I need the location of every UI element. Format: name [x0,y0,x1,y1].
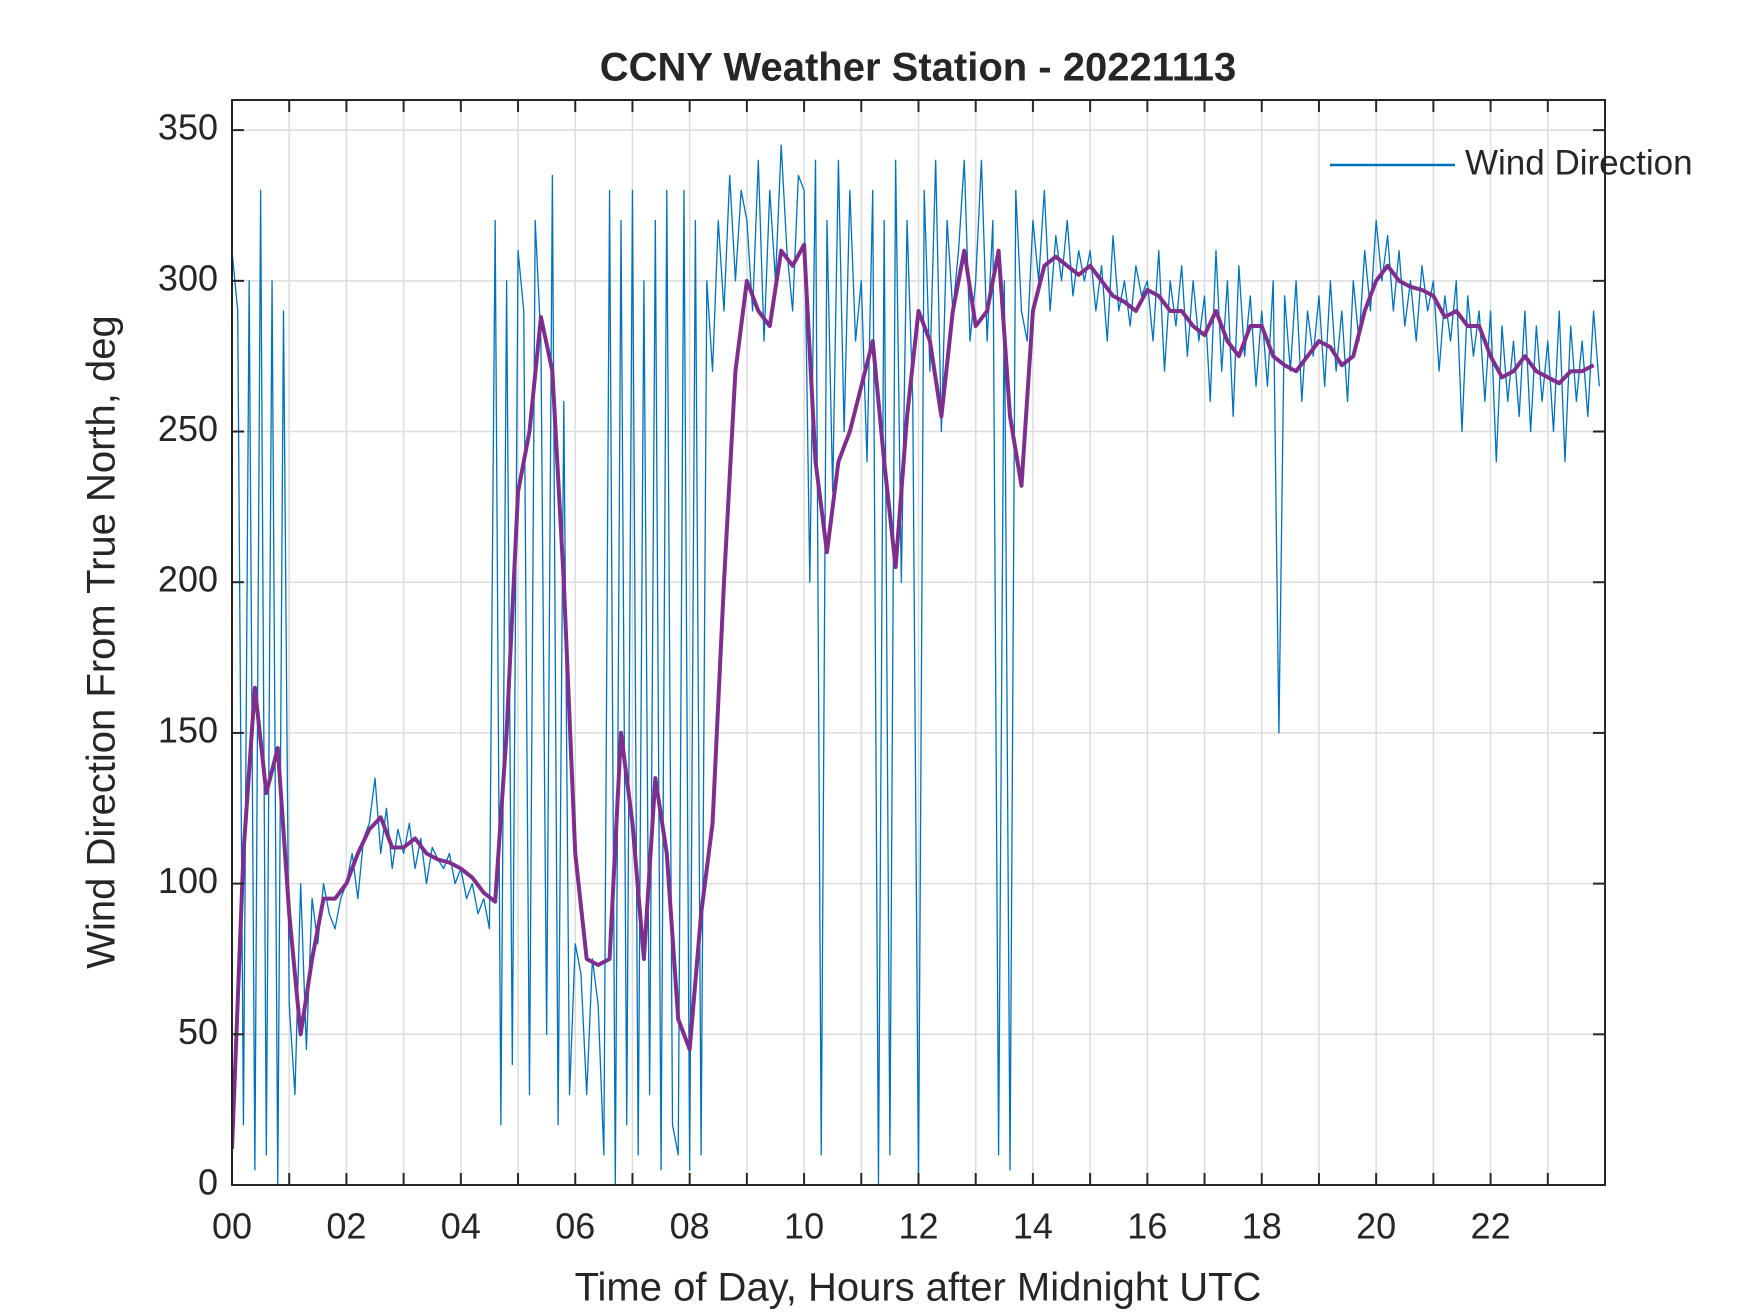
x-tick-label: 06 [555,1206,595,1247]
x-tick-label: 16 [1127,1206,1167,1247]
x-tick-label: 00 [212,1206,252,1247]
x-tick-label: 20 [1356,1206,1396,1247]
y-tick-label: 200 [158,559,218,600]
plot-lines [232,144,1600,1185]
y-tick-label: 350 [158,107,218,148]
x-tick-label: 08 [670,1206,710,1247]
y-tick-label: 50 [178,1011,218,1052]
x-tick-label: 14 [1013,1206,1053,1247]
x-axis-label: Time of Day, Hours after Midnight UTC [575,1266,1262,1310]
data-line [232,242,1595,1149]
y-tick-label: 300 [158,257,218,298]
x-tick-label: 18 [1242,1206,1282,1247]
x-tick-label: 22 [1471,1206,1511,1247]
y-tick-label: 0 [198,1162,218,1203]
y-tick-label: 250 [158,408,218,449]
legend-label: Wind Direction [1465,143,1693,182]
chart-title: CCNY Weather Station - 20221113 [600,46,1237,90]
y-tick-label: 150 [158,709,218,750]
y-tick-label: 100 [158,860,218,901]
x-tick-label: 04 [441,1206,481,1247]
x-tick-label: 12 [898,1206,938,1247]
y-axis-label: Wind Direction From True North, deg [80,315,124,969]
x-tick-label: 10 [784,1206,824,1247]
x-tick-label: 02 [326,1206,366,1247]
